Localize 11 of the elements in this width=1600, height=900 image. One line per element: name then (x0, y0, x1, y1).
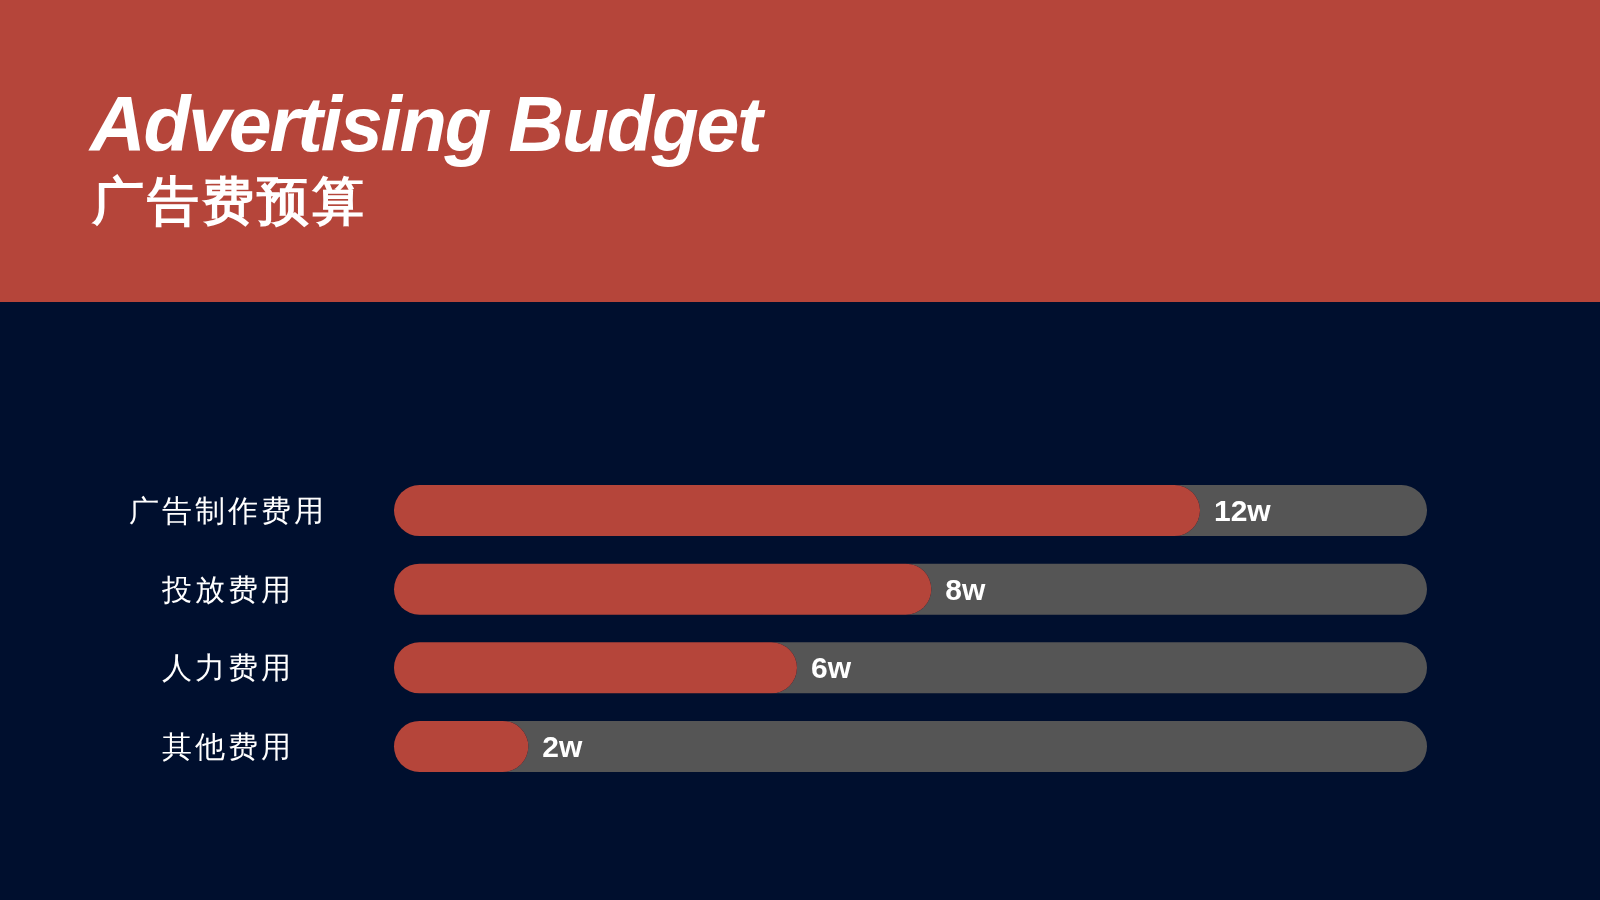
y-tick-label: 广告制作费用 (129, 494, 327, 528)
chart-title: Advertising Budget (88, 81, 767, 167)
data-label: 2w (542, 729, 584, 763)
y-tick-label: 人力费用 (162, 651, 294, 685)
y-tick-label: 其他费用 (162, 729, 294, 763)
data-label: 6w (811, 651, 852, 685)
data-label: 12w (1214, 494, 1272, 528)
bar (394, 720, 529, 772)
y-tick-label: 投放费用 (161, 572, 294, 606)
data-label: 8w (945, 572, 987, 606)
chart-subtitle: 广告费预算 (91, 172, 367, 230)
